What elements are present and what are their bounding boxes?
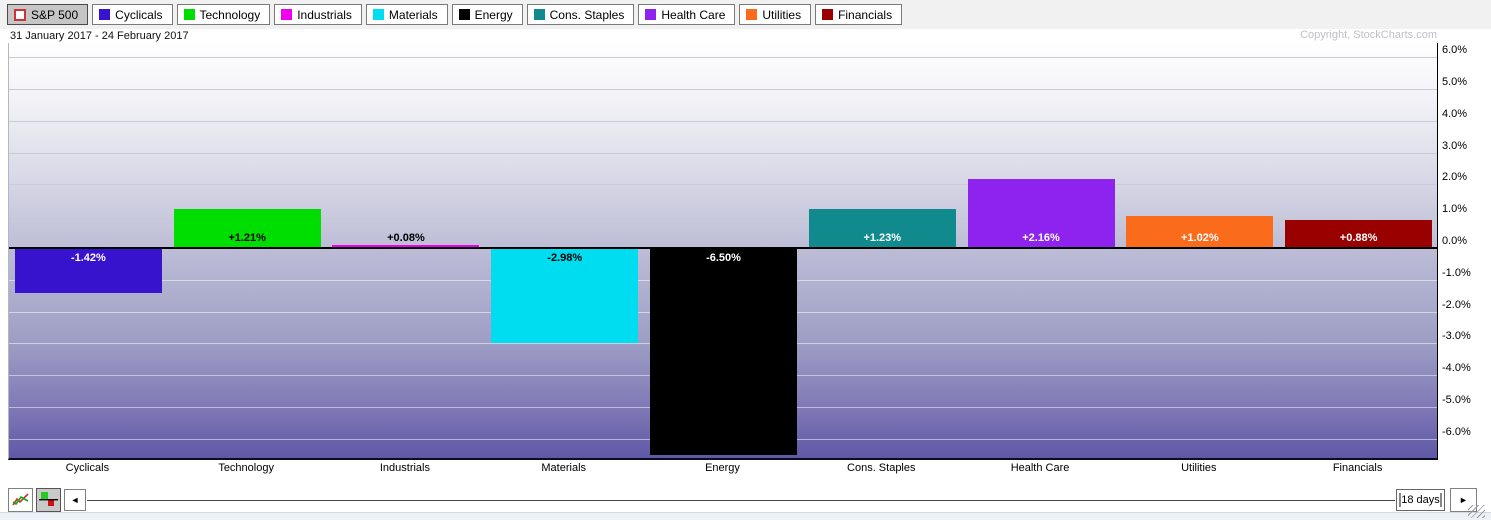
- slider-grip-left-icon: [1399, 493, 1402, 507]
- sp500-candle-swatch-icon: [14, 8, 26, 21]
- date-range-label: 31 January 2017 - 24 February 2017: [10, 30, 189, 42]
- slider-grip-right-icon: [1439, 493, 1442, 507]
- y-axis-tick-label: -1.0%: [1442, 266, 1471, 279]
- bar-value-label: -6.50%: [706, 252, 741, 264]
- bottom-strip: [0, 512, 1491, 520]
- bar-technology: [173, 209, 321, 248]
- bar-materials: [491, 248, 639, 343]
- color-swatch-icon: [458, 9, 470, 20]
- legend-label: Energy: [474, 7, 513, 22]
- x-axis-label-cyclicals: Cyclicals: [65, 462, 110, 474]
- legend-label: Health Care: [661, 7, 726, 22]
- bar-health-care: [967, 179, 1115, 248]
- color-swatch-icon: [281, 9, 293, 20]
- bar-cons-staples: [808, 208, 956, 248]
- y-axis-tick-label: 1.0%: [1442, 203, 1468, 216]
- resize-grip-icon[interactable]: [1468, 505, 1485, 518]
- y-axis-tick-label: -5.0%: [1442, 394, 1471, 407]
- bar-utilities: [1126, 215, 1274, 248]
- bar-value-label: +2.16%: [1022, 232, 1060, 244]
- y-axis-tick-label: 3.0%: [1442, 139, 1468, 152]
- x-axis-label-cons-staples: Cons. Staples: [847, 462, 916, 474]
- scroll-left-button[interactable]: ◄: [64, 489, 86, 511]
- x-axis-label-technology: Technology: [218, 462, 274, 474]
- color-swatch-icon: [99, 9, 111, 20]
- bar-value-label: +1.21%: [228, 232, 266, 244]
- right-arrow-icon: ►: [1459, 495, 1468, 505]
- copyright-label: Copyright, StockCharts.com: [1300, 29, 1437, 41]
- histogram-mode-button[interactable]: [36, 488, 61, 512]
- legend-button-sp500[interactable]: S&P 500: [7, 4, 89, 25]
- period-label: 18 days: [1401, 494, 1440, 506]
- bar-financials: [1285, 219, 1433, 248]
- color-swatch-icon: [533, 9, 545, 20]
- x-axis-label-utilities: Utilities: [1181, 462, 1217, 474]
- x-axis-label-health-care: Health Care: [1010, 462, 1070, 474]
- gridline: [9, 57, 1438, 59]
- legend-button-industrials[interactable]: Industrials: [274, 4, 362, 25]
- legend-label: Financials: [838, 7, 893, 22]
- color-swatch-icon: [746, 9, 758, 20]
- gridline: [9, 184, 1438, 186]
- gridline: [9, 88, 1438, 90]
- y-axis-tick-label: -6.0%: [1442, 425, 1471, 438]
- y-axis-tick-label: -2.0%: [1442, 298, 1471, 311]
- color-swatch-icon: [372, 9, 384, 20]
- legend-label: Cyclicals: [115, 7, 163, 22]
- y-axis-tick-label: 4.0%: [1442, 107, 1468, 120]
- gridline: [9, 152, 1438, 154]
- y-axis-line: [1437, 43, 1438, 460]
- legend-label: Materials: [388, 7, 438, 22]
- legend-button-cons-staples[interactable]: Cons. Staples: [526, 4, 635, 25]
- gridline: [9, 216, 1438, 218]
- y-axis-tick-label: 6.0%: [1442, 44, 1468, 57]
- legend-button-energy[interactable]: Energy: [451, 4, 523, 25]
- legend-button-materials[interactable]: Materials: [365, 4, 448, 25]
- legend-button-health-care[interactable]: Health Care: [638, 4, 736, 25]
- legend-label: Cons. Staples: [549, 7, 625, 22]
- legend-label: S&P 500: [31, 7, 79, 22]
- color-swatch-icon: [822, 9, 834, 20]
- x-axis-label-energy: Energy: [705, 462, 740, 474]
- legend-label: Utilities: [762, 7, 802, 22]
- left-arrow-icon: ◄: [70, 495, 80, 505]
- x-axis-label-financials: Financials: [1332, 462, 1383, 474]
- period-slider-handle[interactable]: 18 days: [1396, 489, 1445, 511]
- x-axis-label-industrials: Industrials: [379, 462, 430, 474]
- color-swatch-icon: [645, 9, 657, 20]
- legend-button-financials[interactable]: Financials: [815, 4, 903, 25]
- color-swatch-icon: [183, 9, 195, 20]
- zero-axis-line: [9, 247, 1438, 249]
- legend-label: Technology: [199, 7, 261, 22]
- bar-value-label: +0.08%: [387, 232, 425, 244]
- x-axis-label-materials: Materials: [541, 462, 587, 474]
- y-axis-tick-label: -4.0%: [1442, 362, 1471, 375]
- line-chart-icon: [12, 493, 29, 506]
- line-chart-mode-button[interactable]: [8, 488, 33, 512]
- legend-button-utilities[interactable]: Utilities: [739, 4, 812, 25]
- bar-value-label: +0.88%: [1339, 232, 1378, 244]
- chart-plot-area: -1.42% +1.21% +0.08% -2.98% -6.50% +1.23% +2.1…: [8, 43, 1438, 460]
- bar-energy: [650, 248, 797, 455]
- y-axis-tick-label: 2.0%: [1442, 171, 1468, 184]
- bar-industrials: [332, 245, 480, 248]
- y-axis-tick-label: 5.0%: [1442, 75, 1468, 88]
- gridline: [9, 120, 1438, 122]
- bar-value-label: +1.23%: [863, 232, 902, 244]
- legend-button-cyclicals[interactable]: Cyclicals: [92, 4, 173, 25]
- legend-button-technology[interactable]: Technology: [176, 4, 271, 25]
- bar-cyclicals: [14, 248, 162, 294]
- bar-value-label: -2.98%: [547, 252, 583, 264]
- legend-bar: S&P 500 Cyclicals Technology Industrials Mat…: [0, 0, 1491, 29]
- y-axis-tick-label: -3.0%: [1442, 330, 1471, 343]
- legend-label: Industrials: [297, 7, 352, 22]
- bar-value-label: -1.42%: [70, 252, 106, 264]
- histogram-icon: [39, 492, 58, 506]
- y-axis-tick-label: 0.0%: [1442, 235, 1468, 247]
- bar-value-label: +1.02%: [1181, 232, 1219, 244]
- period-slider-track[interactable]: [87, 500, 1395, 501]
